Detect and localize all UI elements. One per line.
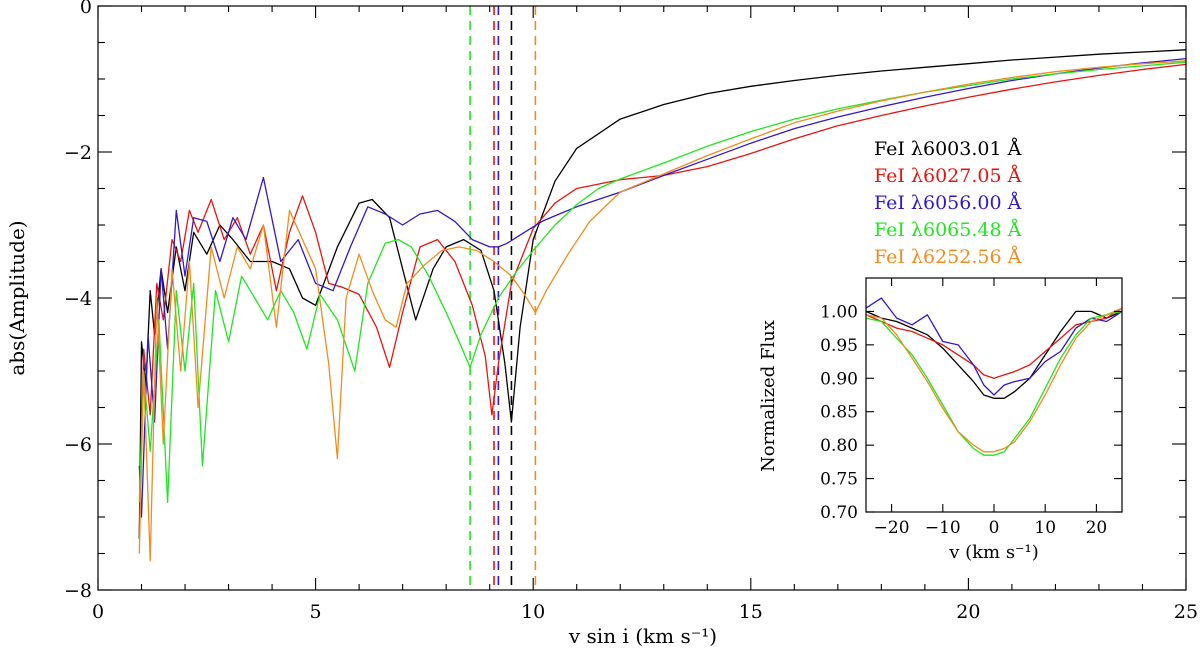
inset-x-tick-label: −20 bbox=[874, 518, 910, 538]
main-x-tick-label: 25 bbox=[1174, 601, 1198, 623]
legend-entry-6065: FeI λ6065.48 Å bbox=[874, 219, 1022, 241]
main-y-axis: 0 −2 −4 −6 −8 bbox=[64, 0, 1186, 602]
main-x-tick-label: 10 bbox=[521, 601, 545, 623]
main-x-tick-label: 20 bbox=[956, 601, 980, 623]
inset-series-line-6003 bbox=[865, 310, 1123, 399]
main-x-tick-label: 15 bbox=[739, 601, 763, 623]
inset-y-tick-label: 0.70 bbox=[820, 503, 858, 523]
main-y-axis-title: abs(Amplitude) bbox=[5, 220, 29, 375]
legend-entry-6056: FeI λ6056.00 Å bbox=[874, 192, 1022, 214]
inset-y-tick-label: 1.00 bbox=[820, 302, 858, 322]
legend-entry-6252: FeI λ6252.56 Å bbox=[874, 246, 1022, 268]
inset-x-tick-label: −10 bbox=[925, 518, 961, 538]
series-line-6003 bbox=[138, 49, 1187, 539]
main-x-axis-title: v sin i (km s⁻¹) bbox=[568, 624, 717, 648]
legend: FeI λ6003.01 Å FeI λ6027.05 Å FeI λ6056.… bbox=[874, 138, 1022, 268]
main-x-tick-label: 5 bbox=[310, 601, 322, 623]
series-line-6065 bbox=[138, 61, 1187, 504]
main-series-group bbox=[138, 49, 1187, 562]
inset-x-tick-label: 0 bbox=[989, 518, 1000, 538]
series-line-6252 bbox=[138, 60, 1187, 562]
inset-y-tick-label: 0.85 bbox=[820, 403, 858, 423]
inset-x-axis: −20 −10 0 10 20 bbox=[874, 278, 1108, 538]
main-y-tick-label: −6 bbox=[64, 434, 92, 456]
inset-x-axis-title: v (km s⁻¹) bbox=[948, 542, 1039, 563]
series-line-6056 bbox=[138, 57, 1187, 518]
main-y-tick-label: −8 bbox=[64, 580, 92, 602]
inset-x-tick-label: 10 bbox=[1034, 518, 1056, 538]
inset-y-axis: 0.70 0.75 0.80 0.85 0.90 0.95 1.00 bbox=[820, 302, 1122, 523]
inset-x-tick-label: 20 bbox=[1086, 518, 1108, 538]
legend-entry-6027: FeI λ6027.05 Å bbox=[874, 165, 1022, 187]
inset-series-line-6252 bbox=[865, 307, 1123, 453]
inset-y-tick-label: 0.95 bbox=[820, 336, 858, 356]
series-line-6027 bbox=[138, 63, 1187, 532]
main-y-tick-label: 0 bbox=[80, 0, 92, 18]
main-y-tick-label: −2 bbox=[64, 142, 92, 164]
inset-y-tick-label: 0.90 bbox=[820, 369, 858, 389]
vsini-marker-lines bbox=[469, 6, 537, 590]
legend-entry-6003: FeI λ6003.01 Å bbox=[874, 138, 1022, 160]
inset-y-tick-label: 0.80 bbox=[820, 436, 858, 456]
inset-series-line-6056 bbox=[865, 297, 1123, 396]
inset-series-group bbox=[865, 297, 1123, 456]
main-x-axis: 0 5 10 15 20 25 bbox=[92, 6, 1198, 623]
inset-y-tick-label: 0.75 bbox=[820, 470, 858, 490]
main-x-tick-label: 0 bbox=[92, 601, 104, 623]
inset-y-axis-title: Normalized Flux bbox=[758, 320, 779, 472]
main-y-tick-label: −4 bbox=[64, 288, 92, 310]
inset-series-line-6027 bbox=[865, 307, 1123, 379]
inset-series-line-6065 bbox=[865, 310, 1123, 456]
